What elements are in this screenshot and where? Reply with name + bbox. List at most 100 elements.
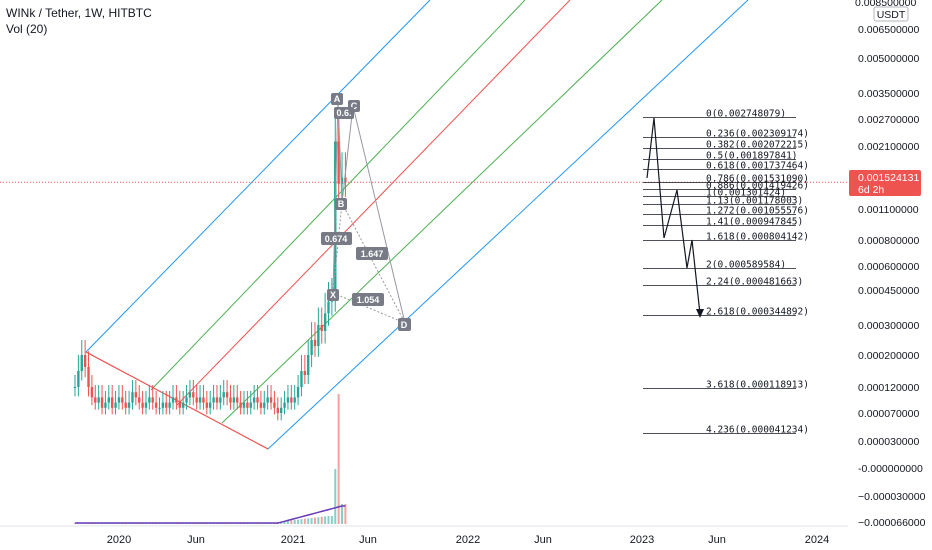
candle-body [83,355,87,367]
candle-body [175,397,178,403]
candle-body [300,371,303,387]
ratio-ab-box [334,107,354,119]
candle-body [259,402,263,408]
candle-body [202,397,205,403]
symbol-title[interactable]: WINk / Tether, 1W, HITBTC [6,6,152,20]
volume-bar [290,520,293,524]
point-d-label: D [401,320,408,330]
candle-body [222,392,225,398]
ratio-xb-box [321,232,352,245]
volume-bar [334,469,337,524]
point-b-label: B [338,199,345,209]
time-label: 2020 [107,534,131,546]
candle-body [171,397,175,403]
countdown-label: 6d 2h [858,184,884,196]
pattern-leg-cd [352,105,406,324]
candle-body [188,392,192,398]
candle-body [229,397,232,403]
candle-body [107,397,110,403]
pitchfork-lower-outer-line [267,0,749,450]
candle-body [127,402,131,408]
candle-body [276,407,279,413]
fib-level-label: 2(0.000589584) [706,260,786,271]
candle-body [94,397,97,403]
candle-body [236,397,239,403]
time-label: 2024 [805,534,829,546]
price-axis-top-label: 0.008500000 [855,0,916,9]
volume-bar [324,516,327,524]
candle-body [151,397,154,403]
candle-body [327,301,330,314]
point-b-box [335,198,347,210]
volume-bar [320,516,323,524]
candle-body [121,397,124,403]
candle-body [290,397,293,403]
volume-bar [310,518,313,524]
candle-body [100,397,104,408]
price-tick-label: 0.000200000 [858,350,919,362]
volume-ma-line [75,505,346,524]
candle-body [131,392,134,403]
candle-body [124,402,127,408]
price-tick-label: 0.001100000 [858,204,919,216]
fib-level-label: 0.786(0.001531090) [706,174,809,185]
candle-body [215,397,219,403]
pitchfork-upper-inner-line [150,0,526,391]
candle-body [219,397,222,403]
volume-indicator-title[interactable]: Vol (20) [6,22,48,36]
fib-level-label: 2.24(0.000481663) [706,277,803,288]
harmonic-pattern[interactable]: A C B X D 0.6. 0.674 1.647 1.054 [321,93,411,331]
candle-body [144,402,148,408]
pattern-dotted-xb [332,202,343,294]
volume-bar [317,517,320,524]
zigzag-arrowhead [696,309,704,318]
candle-body [205,402,209,408]
candle-body [185,397,188,403]
candle-body [158,407,161,409]
candle-body [117,397,121,403]
pattern-dotted-xd [332,292,406,324]
candle-body [178,402,181,408]
candle-body [104,402,107,408]
projection-zigzag [646,117,701,315]
fib-level-label: 1(0.001301424) [706,188,786,199]
pattern-dotted-bd [341,202,406,324]
fib-extension-drawing[interactable]: 0(0.002748079) 0.236(0.002309174)0.382(0.… [643,109,809,436]
fib-level-label: 1.13(0.001178003) [706,196,803,207]
candle-body [212,397,215,403]
volume-bar [286,520,289,524]
price-tick-label: −0.000066000 [858,517,926,529]
candle-body [195,397,198,403]
candle-body [286,397,290,403]
candle-body [296,387,300,398]
point-c-label: C [351,101,358,111]
price-axis[interactable]: 0.006500000 0.005000000 0.003500000 0.00270… [858,24,926,529]
candle-body [73,387,77,388]
candle-body [313,340,317,346]
candle-body [310,340,313,355]
candle-body [252,397,256,403]
candle-body [80,355,83,371]
candle-body [273,402,276,408]
time-label: 2023 [630,534,654,546]
candle-body [198,397,202,403]
currency-badge[interactable] [873,6,909,22]
candle-body [181,402,185,408]
ratio-ab-label: 0.6. [336,108,351,118]
volume-bar [297,519,300,524]
price-tick-label: 0.000800000 [858,235,919,247]
candle-body [87,367,90,387]
candle-body [317,325,320,346]
time-label: Jun [534,534,552,546]
candle-body [340,177,344,184]
candle-body [283,402,286,408]
time-label: Jun [359,534,377,546]
fib-level-label: 0.5(0.001897841) [706,151,798,162]
price-tick-label: 0.000120000 [858,382,919,394]
time-axis[interactable]: 2020 Jun 2021 Jun 2022 Jun 2023 Jun 2024 [107,534,829,546]
candle-body [192,392,195,398]
candle-body [242,402,246,408]
candle-body [77,371,80,387]
